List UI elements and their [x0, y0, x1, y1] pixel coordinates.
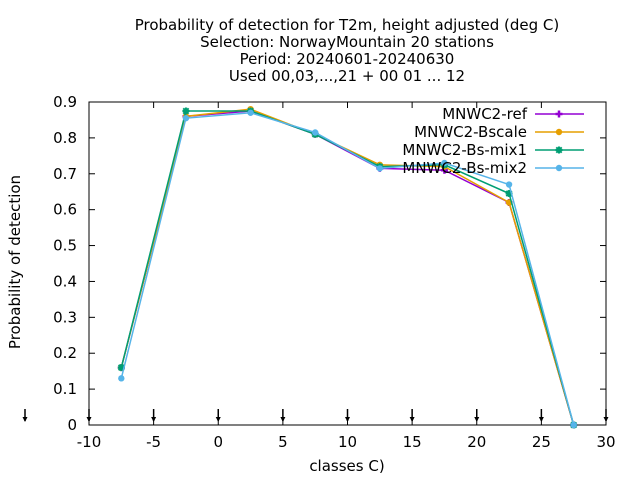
axis-arrow-head	[538, 417, 544, 422]
data-point	[182, 114, 190, 122]
axis-arrow-head	[86, 417, 92, 422]
data-point	[570, 421, 577, 429]
title-line: Selection: NorwayMountain 20 stations	[200, 33, 494, 51]
x-tick-label: 15	[403, 433, 422, 451]
legend: MNWC2-refMNWC2-BscaleMNWC2-Bs-mix1MNWC2-…	[402, 105, 584, 177]
x-axis-label: classes C)	[309, 457, 384, 475]
title-line: Probability of detection for T2m, height…	[135, 16, 560, 34]
x-tick-label: 5	[278, 433, 288, 451]
y-tick-label: 0.4	[53, 272, 77, 290]
axis-arrow-head	[474, 417, 480, 422]
data-point	[247, 109, 254, 116]
title-line: Period: 20240601-20240630	[240, 50, 455, 68]
axis-arrow-head	[151, 417, 157, 422]
x-tick-label: -5	[146, 433, 161, 451]
x-axis-ticks: -10 -5 0 5 10 15 20 25 30	[22, 102, 616, 451]
y-tick-label: 0.5	[53, 237, 77, 255]
chart-title: Probability of detection for T2m, height…	[135, 16, 560, 85]
y-tick-label: 0.1	[53, 380, 77, 398]
x-tick-label: 10	[338, 433, 357, 451]
data-point	[117, 364, 125, 372]
x-tick-label: 25	[532, 433, 551, 451]
y-tick-label: 0.8	[53, 129, 77, 147]
data-point	[505, 190, 513, 198]
series-4	[118, 109, 577, 429]
axis-arrow-head	[345, 417, 350, 422]
legend-marker	[555, 164, 563, 172]
y-axis-ticks: 0 0.1 0.2 0.3 0.4 0.5 0.6 0.7 0.8 0.9	[53, 93, 606, 434]
axis-arrow-head	[409, 417, 415, 422]
data-point	[505, 181, 513, 188]
series-lines	[117, 105, 578, 429]
x-tick-label: -10	[77, 433, 102, 451]
y-tick-label: 0.2	[53, 344, 77, 362]
legend-label: MNWC2-ref	[442, 105, 527, 123]
axis-arrow-head	[22, 417, 28, 422]
data-point	[118, 375, 125, 382]
axis-arrow-head	[280, 417, 286, 422]
x-tick-label: 20	[467, 433, 486, 451]
y-axis-label: Probability of detection	[6, 175, 24, 349]
legend-marker	[555, 110, 563, 118]
y-tick-label: 0	[67, 416, 77, 434]
legend-label: MNWC2-Bs-mix1	[402, 141, 527, 159]
data-point	[376, 165, 384, 172]
y-tick-label: 0.9	[53, 93, 77, 111]
x-tick-label: 30	[596, 433, 615, 451]
x-tick-label: 0	[213, 433, 223, 451]
data-point	[311, 129, 319, 136]
series-line	[120, 112, 575, 426]
y-tick-label: 0.7	[53, 165, 77, 183]
legend-marker	[555, 128, 563, 136]
axis-arrow-head	[215, 417, 221, 422]
data-point	[441, 159, 448, 167]
y-tick-label: 0.6	[53, 201, 77, 219]
legend-label: MNWC2-Bs-mix2	[402, 159, 527, 177]
legend-marker	[555, 146, 563, 154]
y-tick-label: 0.3	[53, 308, 77, 326]
title-line: Used 00,03,...,21 + 00 01 ... 12	[229, 67, 465, 85]
series-line	[120, 108, 575, 426]
axis-arrow-head	[603, 417, 609, 422]
legend-label: MNWC2-Bscale	[414, 123, 527, 141]
data-point	[182, 107, 190, 115]
